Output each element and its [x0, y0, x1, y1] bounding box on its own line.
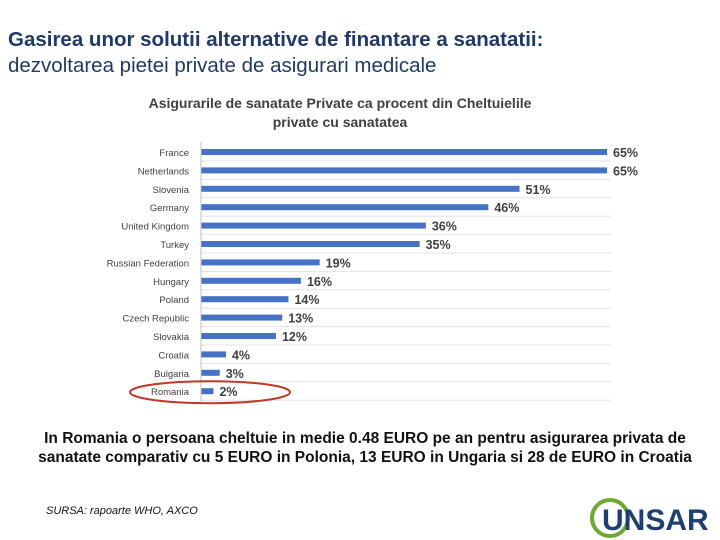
- bar: [201, 204, 489, 211]
- category-label: Poland: [159, 295, 189, 306]
- bar: [201, 369, 220, 376]
- slide-title-line-2: dezvoltarea pietei private de asigurari …: [8, 54, 437, 77]
- logo-ring-icon: [590, 498, 630, 538]
- value-label: 14%: [294, 293, 319, 307]
- value-label: 19%: [326, 256, 351, 270]
- category-label: Slovenia: [153, 185, 190, 196]
- romania-spending-note: In Romania o persoana cheltuie in medie …: [38, 430, 692, 466]
- category-label: Czech Republic: [122, 314, 189, 325]
- slide-title-line-1: Gasirea unor solutii alternative de fina…: [8, 28, 544, 51]
- value-label: 36%: [432, 220, 457, 234]
- bar: [201, 241, 420, 247]
- bar: [201, 333, 276, 339]
- value-label: 16%: [307, 275, 332, 289]
- bar: [201, 351, 226, 358]
- category-label: Romania: [151, 387, 190, 398]
- value-label: 35%: [426, 238, 451, 252]
- unsar-logo: UNSAR: [590, 498, 709, 538]
- value-label: 51%: [526, 183, 551, 197]
- bar: [201, 185, 520, 192]
- value-label: 2%: [219, 385, 237, 399]
- category-label: Bulgaria: [154, 369, 190, 380]
- bar: [201, 296, 289, 303]
- romania-highlight-ellipse: [129, 380, 291, 405]
- bar: [201, 388, 214, 395]
- value-label: 46%: [494, 201, 519, 215]
- value-label: 12%: [282, 330, 307, 344]
- bar: [201, 222, 426, 229]
- category-label: France: [159, 148, 189, 159]
- bar: [201, 149, 607, 155]
- category-label: Russian Federation: [107, 258, 189, 269]
- bar: [201, 314, 283, 321]
- value-label: 13%: [288, 312, 313, 326]
- bar-chart: France 65% Netherlands 65% Slovenia 51% German…: [107, 142, 638, 405]
- bar: [201, 167, 607, 174]
- category-label: Turkey: [160, 240, 189, 251]
- category-label: Croatia: [158, 350, 189, 361]
- value-label: 4%: [232, 348, 250, 362]
- chart-title: Asigurarile de sanatate Private ca proce…: [148, 95, 532, 130]
- bar: [201, 277, 301, 284]
- category-label: Slovakia: [153, 332, 190, 343]
- slide-title: Gasirea unor solutii alternative de fina…: [8, 27, 718, 79]
- bar: [201, 259, 320, 266]
- category-label: Netherlands: [138, 166, 189, 177]
- category-label: Hungary: [153, 277, 189, 288]
- source-citation: SURSA: rapoarte WHO, AXCO: [46, 505, 198, 517]
- category-label: Germany: [150, 203, 189, 214]
- logo-wordmark: UNSAR: [602, 504, 709, 537]
- value-label: 65%: [613, 146, 638, 160]
- value-label: 3%: [226, 367, 244, 381]
- value-label: 65%: [613, 164, 638, 178]
- category-label: United Kingdom: [121, 222, 189, 233]
